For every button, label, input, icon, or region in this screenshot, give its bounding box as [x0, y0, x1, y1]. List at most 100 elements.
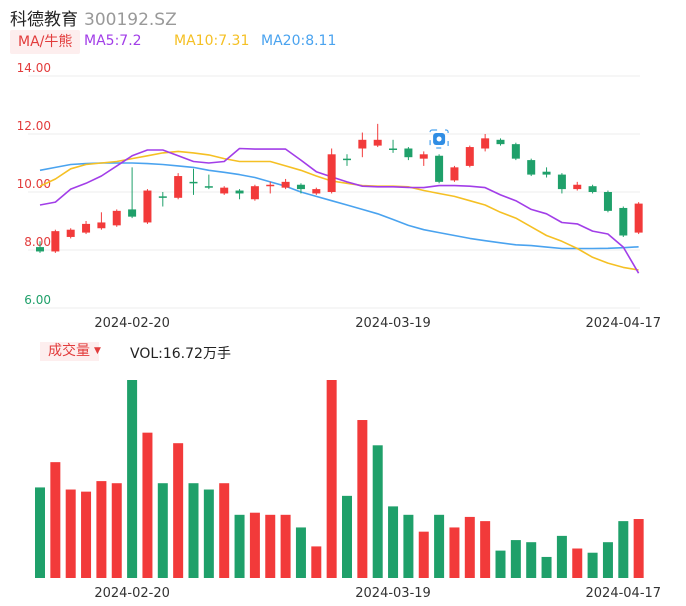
volume-bar [157, 483, 168, 578]
candle-body [296, 184, 305, 190]
candle [358, 132, 367, 158]
candle [189, 168, 198, 195]
volume-indicator-button[interactable]: 成交量 ▼ [40, 342, 101, 361]
candle-body [82, 223, 91, 233]
x-tick-label: 2024-03-19 [355, 316, 431, 331]
candle [496, 138, 505, 146]
candle-body [511, 144, 520, 159]
candle-body [250, 186, 259, 200]
candle [404, 147, 413, 161]
candle [51, 229, 60, 253]
volume-bar [173, 443, 184, 578]
marker-dot [436, 136, 442, 142]
volume-bar [464, 516, 475, 578]
volume-x-axis: 2024-02-20 2024-03-19 2024-04-17 [94, 586, 661, 601]
ma10-line [39, 150, 639, 271]
candle [82, 221, 91, 235]
volume-bar [50, 462, 61, 578]
moving-average-lines [39, 147, 640, 274]
candle-body [220, 187, 229, 194]
candle [204, 174, 213, 190]
volume-bar [326, 380, 337, 578]
ma20-line [39, 162, 639, 250]
candle [312, 187, 321, 195]
volume-bar [587, 552, 598, 578]
volume-bar [81, 491, 92, 578]
candle-body [404, 148, 413, 158]
volume-bar [203, 489, 214, 578]
candle-body [312, 189, 321, 194]
volume-bar [526, 542, 537, 578]
volume-bar [127, 380, 138, 578]
candle [281, 178, 290, 190]
volume-bar [357, 420, 368, 578]
volume-bar [65, 489, 76, 578]
candle-body [327, 154, 336, 192]
volume-bar [342, 495, 352, 578]
volume-x-tick-label: 2024-02-20 [94, 586, 170, 601]
candle-body [496, 139, 505, 145]
volume-bar [372, 445, 383, 578]
candle [634, 202, 643, 235]
volume-bar [280, 514, 291, 578]
candle-body [36, 247, 44, 252]
candle [158, 192, 167, 207]
candle-body [97, 222, 106, 229]
y-tick-label: 8.00 [24, 235, 51, 249]
candle [557, 173, 566, 194]
x-tick-label: 2024-02-20 [94, 316, 170, 331]
ma5-label: MA5:7.2 [84, 33, 142, 49]
candle [143, 189, 152, 224]
candle [542, 167, 551, 178]
candle [36, 241, 44, 253]
volume-bars [35, 380, 644, 578]
candle-body [66, 229, 75, 237]
volume-bar [418, 531, 429, 578]
volume-bar [311, 546, 322, 578]
candle-body [373, 139, 382, 146]
candle [128, 167, 137, 219]
candle-body [266, 184, 275, 187]
price-x-axis: 2024-02-20 2024-03-19 2024-04-17 [94, 316, 661, 331]
candle [220, 186, 229, 195]
volume-bar [295, 527, 306, 578]
candle-body [174, 176, 183, 198]
volume-bar [96, 481, 107, 578]
candle [266, 181, 275, 194]
ai-marker-icon[interactable] [429, 129, 449, 149]
volume-bar [234, 514, 245, 578]
candle [250, 184, 259, 201]
candle-body [557, 174, 566, 190]
volume-bar [188, 483, 199, 578]
candle-body [527, 160, 536, 175]
price-y-axis: 14.00 12.00 10.00 8.00 6.00 [17, 61, 51, 307]
stock-code: 300192.SZ [84, 10, 177, 30]
candle-body [128, 209, 137, 217]
candle [465, 145, 474, 168]
candle [435, 154, 444, 184]
candle [511, 142, 520, 161]
candle-body [450, 167, 459, 181]
candle-body [481, 138, 490, 149]
volume-bar [556, 535, 567, 578]
y-tick-label: 6.00 [24, 293, 51, 307]
volume-bar [449, 527, 460, 578]
volume-bar [618, 521, 629, 578]
candle [588, 184, 597, 194]
candle-body [419, 154, 428, 159]
marker-frame [429, 129, 449, 149]
candle [174, 173, 183, 200]
candle-body [51, 231, 60, 252]
volume-x-tick-label: 2024-04-17 [586, 586, 662, 601]
volume-bar [142, 432, 153, 578]
ma-mode-button[interactable]: MA/牛熊 [10, 30, 81, 54]
volume-bar [35, 487, 45, 578]
stock-name: 科德教育 [10, 10, 78, 30]
candle [327, 148, 336, 194]
y-tick-label: 10.00 [17, 177, 51, 191]
stock-header: 科德教育 300192.SZ [10, 5, 177, 30]
volume-bar [265, 514, 276, 578]
candle-body [189, 181, 198, 184]
x-tick-label: 2024-04-17 [586, 316, 662, 331]
